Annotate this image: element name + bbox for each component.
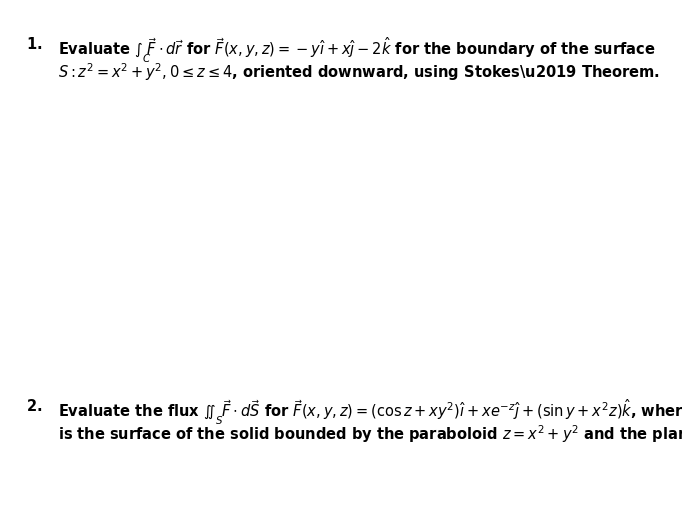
Text: is the surface of the solid bounded by the paraboloid $z = x^2 + y^2$ and the pl: is the surface of the solid bounded by t…	[58, 422, 682, 444]
Text: $\mathbf{1.}$: $\mathbf{1.}$	[26, 36, 42, 51]
Text: Evaluate the flux $\iint_S \vec{F} \cdot d\vec{S}$ for $\vec{F}(x, y, z) = (\cos: Evaluate the flux $\iint_S \vec{F} \cdot…	[58, 397, 682, 427]
Text: $S: z^2 = x^2 + y^2, 0 \leq z \leq 4$, oriented downward, using Stokes\u2019 The: $S: z^2 = x^2 + y^2, 0 \leq z \leq 4$, o…	[58, 61, 660, 83]
Text: $\mathbf{2.}$: $\mathbf{2.}$	[26, 397, 42, 413]
Text: Evaluate $\int_C \!\vec{F} \cdot d\vec{r}$ for $\vec{F}(x, y, z) = -y\hat{\imath: Evaluate $\int_C \!\vec{F} \cdot d\vec{r…	[58, 36, 655, 65]
